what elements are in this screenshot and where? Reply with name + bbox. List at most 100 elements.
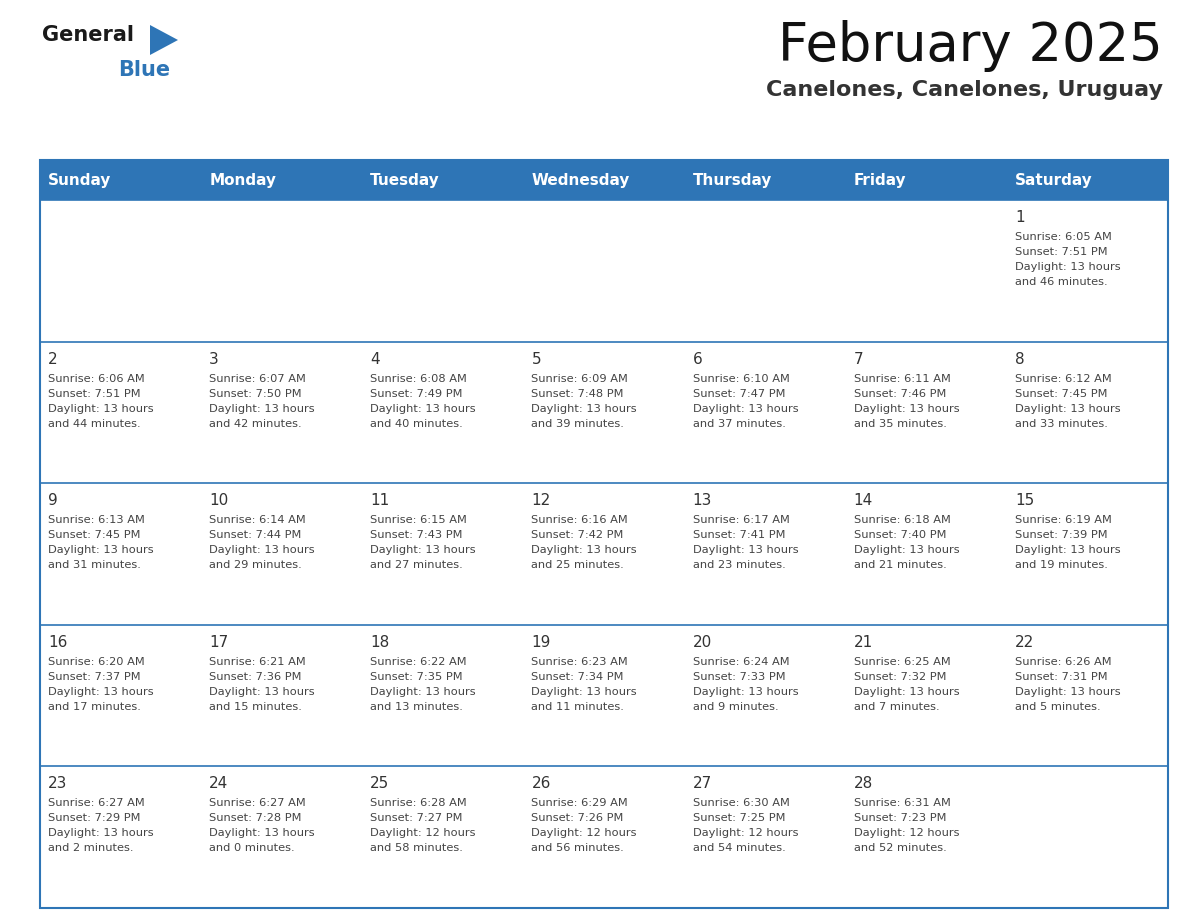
Text: 9: 9 — [48, 493, 58, 509]
Text: 22: 22 — [1015, 635, 1034, 650]
Text: and 39 minutes.: and 39 minutes. — [531, 419, 625, 429]
Text: Sunrise: 6:15 AM: Sunrise: 6:15 AM — [371, 515, 467, 525]
Text: Sunset: 7:46 PM: Sunset: 7:46 PM — [854, 388, 946, 398]
Text: and 21 minutes.: and 21 minutes. — [854, 560, 947, 570]
Text: 28: 28 — [854, 777, 873, 791]
Text: Sunrise: 6:14 AM: Sunrise: 6:14 AM — [209, 515, 305, 525]
Text: Sunrise: 6:25 AM: Sunrise: 6:25 AM — [854, 656, 950, 666]
Text: Sunset: 7:23 PM: Sunset: 7:23 PM — [854, 813, 946, 823]
Text: Daylight: 12 hours: Daylight: 12 hours — [693, 828, 798, 838]
Text: and 0 minutes.: and 0 minutes. — [209, 844, 295, 854]
Text: and 13 minutes.: and 13 minutes. — [371, 701, 463, 711]
Text: Daylight: 13 hours: Daylight: 13 hours — [693, 687, 798, 697]
Text: Daylight: 13 hours: Daylight: 13 hours — [209, 545, 315, 555]
Text: 4: 4 — [371, 352, 380, 366]
Text: Sunset: 7:41 PM: Sunset: 7:41 PM — [693, 531, 785, 540]
Text: Sunrise: 6:30 AM: Sunrise: 6:30 AM — [693, 799, 790, 809]
Text: 15: 15 — [1015, 493, 1034, 509]
Text: Sunset: 7:50 PM: Sunset: 7:50 PM — [209, 388, 302, 398]
Text: Sunset: 7:37 PM: Sunset: 7:37 PM — [48, 672, 140, 682]
Text: Friday: Friday — [854, 173, 906, 187]
Text: Sunrise: 6:28 AM: Sunrise: 6:28 AM — [371, 799, 467, 809]
Text: Sunset: 7:40 PM: Sunset: 7:40 PM — [854, 531, 946, 540]
Text: 24: 24 — [209, 777, 228, 791]
Text: Sunset: 7:51 PM: Sunset: 7:51 PM — [1015, 247, 1107, 257]
Text: Sunset: 7:32 PM: Sunset: 7:32 PM — [854, 672, 946, 682]
Text: 25: 25 — [371, 777, 390, 791]
Text: Sunrise: 6:27 AM: Sunrise: 6:27 AM — [48, 799, 145, 809]
Text: and 17 minutes.: and 17 minutes. — [48, 701, 141, 711]
Text: Daylight: 13 hours: Daylight: 13 hours — [371, 545, 476, 555]
Text: Sunrise: 6:23 AM: Sunrise: 6:23 AM — [531, 656, 628, 666]
Polygon shape — [150, 25, 178, 55]
Text: and 11 minutes.: and 11 minutes. — [531, 701, 625, 711]
Text: Sunset: 7:44 PM: Sunset: 7:44 PM — [209, 531, 302, 540]
Text: Sunrise: 6:10 AM: Sunrise: 6:10 AM — [693, 374, 790, 384]
Text: Thursday: Thursday — [693, 173, 772, 187]
Text: and 37 minutes.: and 37 minutes. — [693, 419, 785, 429]
Text: Sunrise: 6:22 AM: Sunrise: 6:22 AM — [371, 656, 467, 666]
Text: 26: 26 — [531, 777, 551, 791]
Text: Sunset: 7:27 PM: Sunset: 7:27 PM — [371, 813, 463, 823]
Text: Sunset: 7:35 PM: Sunset: 7:35 PM — [371, 672, 463, 682]
Text: Sunset: 7:42 PM: Sunset: 7:42 PM — [531, 531, 624, 540]
Text: Daylight: 13 hours: Daylight: 13 hours — [1015, 687, 1120, 697]
Text: and 2 minutes.: and 2 minutes. — [48, 844, 133, 854]
Text: and 25 minutes.: and 25 minutes. — [531, 560, 624, 570]
Text: Daylight: 13 hours: Daylight: 13 hours — [48, 404, 153, 414]
Text: Sunset: 7:39 PM: Sunset: 7:39 PM — [1015, 531, 1107, 540]
Text: Daylight: 12 hours: Daylight: 12 hours — [371, 828, 475, 838]
Text: Daylight: 13 hours: Daylight: 13 hours — [531, 687, 637, 697]
Text: and 27 minutes.: and 27 minutes. — [371, 560, 463, 570]
Text: Sunset: 7:29 PM: Sunset: 7:29 PM — [48, 813, 140, 823]
Text: and 7 minutes.: and 7 minutes. — [854, 701, 940, 711]
Text: Daylight: 12 hours: Daylight: 12 hours — [531, 828, 637, 838]
Text: Daylight: 13 hours: Daylight: 13 hours — [693, 545, 798, 555]
Text: 19: 19 — [531, 635, 551, 650]
Text: and 58 minutes.: and 58 minutes. — [371, 844, 463, 854]
Text: Sunrise: 6:05 AM: Sunrise: 6:05 AM — [1015, 232, 1112, 242]
Text: Sunset: 7:49 PM: Sunset: 7:49 PM — [371, 388, 463, 398]
Text: 18: 18 — [371, 635, 390, 650]
Text: Sunrise: 6:11 AM: Sunrise: 6:11 AM — [854, 374, 950, 384]
Text: and 15 minutes.: and 15 minutes. — [209, 701, 302, 711]
Text: Sunset: 7:25 PM: Sunset: 7:25 PM — [693, 813, 785, 823]
Text: 13: 13 — [693, 493, 712, 509]
Text: Sunrise: 6:27 AM: Sunrise: 6:27 AM — [209, 799, 305, 809]
Text: 7: 7 — [854, 352, 864, 366]
Text: February 2025: February 2025 — [778, 20, 1163, 72]
Text: Sunrise: 6:19 AM: Sunrise: 6:19 AM — [1015, 515, 1112, 525]
Text: Sunset: 7:34 PM: Sunset: 7:34 PM — [531, 672, 624, 682]
Text: and 56 minutes.: and 56 minutes. — [531, 844, 624, 854]
Text: 12: 12 — [531, 493, 551, 509]
Text: Sunday: Sunday — [48, 173, 112, 187]
Text: 16: 16 — [48, 635, 68, 650]
Text: Sunset: 7:31 PM: Sunset: 7:31 PM — [1015, 672, 1107, 682]
Text: 6: 6 — [693, 352, 702, 366]
Text: Daylight: 13 hours: Daylight: 13 hours — [1015, 545, 1120, 555]
Text: Canelones, Canelones, Uruguay: Canelones, Canelones, Uruguay — [766, 80, 1163, 100]
Text: Monday: Monday — [209, 173, 276, 187]
Text: Daylight: 13 hours: Daylight: 13 hours — [48, 545, 153, 555]
Text: Sunset: 7:43 PM: Sunset: 7:43 PM — [371, 531, 463, 540]
Text: Sunset: 7:26 PM: Sunset: 7:26 PM — [531, 813, 624, 823]
Text: and 42 minutes.: and 42 minutes. — [209, 419, 302, 429]
Text: and 19 minutes.: and 19 minutes. — [1015, 560, 1107, 570]
Text: 27: 27 — [693, 777, 712, 791]
Text: Sunrise: 6:16 AM: Sunrise: 6:16 AM — [531, 515, 628, 525]
Bar — [40, 160, 1168, 200]
Text: and 31 minutes.: and 31 minutes. — [48, 560, 141, 570]
Text: Daylight: 13 hours: Daylight: 13 hours — [531, 404, 637, 414]
Text: Sunset: 7:28 PM: Sunset: 7:28 PM — [209, 813, 302, 823]
Text: Sunrise: 6:20 AM: Sunrise: 6:20 AM — [48, 656, 145, 666]
Text: Saturday: Saturday — [1015, 173, 1093, 187]
Text: Sunset: 7:51 PM: Sunset: 7:51 PM — [48, 388, 140, 398]
Text: 21: 21 — [854, 635, 873, 650]
Text: Daylight: 13 hours: Daylight: 13 hours — [531, 545, 637, 555]
Text: 17: 17 — [209, 635, 228, 650]
Text: and 54 minutes.: and 54 minutes. — [693, 844, 785, 854]
Text: and 44 minutes.: and 44 minutes. — [48, 419, 140, 429]
Text: Daylight: 13 hours: Daylight: 13 hours — [854, 404, 960, 414]
Text: Sunrise: 6:12 AM: Sunrise: 6:12 AM — [1015, 374, 1112, 384]
Text: 5: 5 — [531, 352, 541, 366]
